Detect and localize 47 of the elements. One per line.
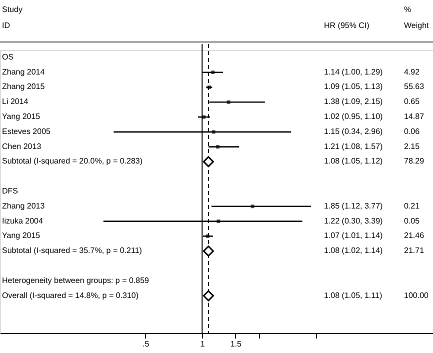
y-tick-label: Yang 2015 — [2, 112, 41, 122]
y-tick-label: Esteves 2005 — [2, 126, 52, 136]
annotation: 0.21 — [404, 201, 420, 210]
y-tick-label: Subtotal (I-squared = 35.7%, p = 0.211) — [2, 246, 142, 256]
text: HR (95% CI) — [324, 21, 370, 30]
annotation: 1.08 (1.05, 1.11) — [324, 290, 382, 300]
annotation: 78.29 — [404, 156, 425, 166]
y-tick-label: DFS — [2, 186, 18, 196]
annotation: 0.65 — [404, 97, 420, 106]
text: % — [404, 5, 412, 14]
y-tick-label: Heterogeneity between groups: p = 0.859 — [2, 276, 150, 285]
y-tick-label: Li 2014 — [2, 97, 29, 106]
annotation: 1.07 (1.01, 1.14) — [324, 231, 384, 240]
annotation: 14.87 — [404, 112, 425, 122]
annotation: 100.00 — [404, 290, 430, 300]
y-tick-label: Iizuka 2004 — [2, 216, 44, 226]
text: Weight — [404, 21, 430, 30]
text: ID — [2, 21, 10, 30]
annotation: 1.02 (0.95, 1.10) — [324, 112, 384, 122]
y-tick-label: Zhang 2013 — [2, 201, 46, 210]
annotation: 0.06 — [404, 126, 420, 136]
text: Study — [2, 5, 22, 14]
annotation: 55.63 — [404, 82, 425, 92]
annotation: 1.22 (0.30, 3.39) — [324, 216, 384, 226]
annotation: 0.05 — [404, 216, 420, 226]
annotation: 1.85 (1.12, 3.77) — [324, 201, 384, 210]
annotation: 1.08 (1.05, 1.12) — [324, 156, 384, 166]
y-tick-label: Chen 2013 — [2, 142, 42, 151]
y-tick-label: Overall (I-squared = 14.8%, p = 0.310) — [2, 290, 139, 300]
y-tick-label: Zhang 2015 — [2, 82, 46, 92]
annotation: 21.71 — [404, 246, 425, 256]
annotation: 21.46 — [404, 231, 425, 240]
annotation: 2.15 — [404, 142, 420, 151]
annotation: 1.08 (1.02, 1.14) — [324, 246, 384, 256]
y-tick-label: OS — [2, 52, 14, 62]
annotation: 1.38 (1.09, 2.15) — [324, 97, 384, 106]
x-tick-label: .5 — [142, 340, 150, 348]
annotation: 4.92 — [404, 67, 420, 76]
y-tick-label: Yang 2015 — [2, 231, 41, 240]
x-tick-label: 1 — [200, 340, 206, 348]
annotation: 1.09 (1.05, 1.13) — [324, 82, 384, 92]
annotation: 1.15 (0.34, 2.96) — [324, 126, 384, 136]
x-tick-label: 1.5 — [230, 340, 242, 348]
annotation: 1.14 (1.00, 1.29) — [324, 67, 384, 76]
y-tick-label: Zhang 2014 — [2, 67, 46, 76]
annotation: 1.21 (1.08, 1.57) — [324, 142, 384, 151]
y-tick-label: Subtotal (I-squared = 20.0%, p = 0.283) — [2, 156, 143, 166]
